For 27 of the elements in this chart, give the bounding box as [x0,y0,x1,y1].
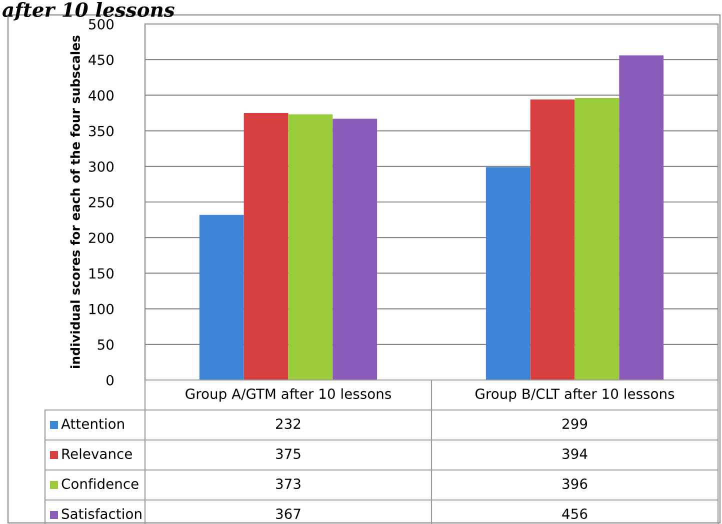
y-tick-label: 50 [98,339,114,350]
data-label: 373 [276,478,300,490]
y-tick-label: 300 [88,161,114,172]
y-tick-label: 250 [88,196,114,208]
y-tick-label: 100 [89,304,114,314]
y-axis-title: individual scores for each of the four subscales [70,36,80,368]
legend-label: Satisfaction [62,508,142,520]
data-label: 396 [562,478,588,490]
legend-label: Attention [61,418,124,430]
y-tick-label: 0 [106,374,114,386]
y-tick-label: 350 [88,126,114,136]
chart-title: after 10 lessons [2,2,174,20]
legend-label: Confidence [62,478,138,490]
y-tick-label: 400 [88,90,114,101]
data-label: 299 [562,418,588,430]
y-tick-label: 450 [88,54,114,66]
data-label: 394 [562,448,588,460]
y-tick-label: 150 [89,268,114,279]
data-label: 367 [276,508,300,520]
x-tick-label: Group B/CLT after 10 lessons [475,388,674,402]
x-tick-label: Group A/GTM after 10 lessons [186,388,391,402]
y-tick-label: 200 [88,232,114,244]
legend-label: Relevance [62,448,132,460]
y-tick-label: 500 [89,18,114,30]
data-label: 232 [276,418,300,430]
data-label: 375 [276,448,300,460]
data-label: 456 [562,508,588,520]
